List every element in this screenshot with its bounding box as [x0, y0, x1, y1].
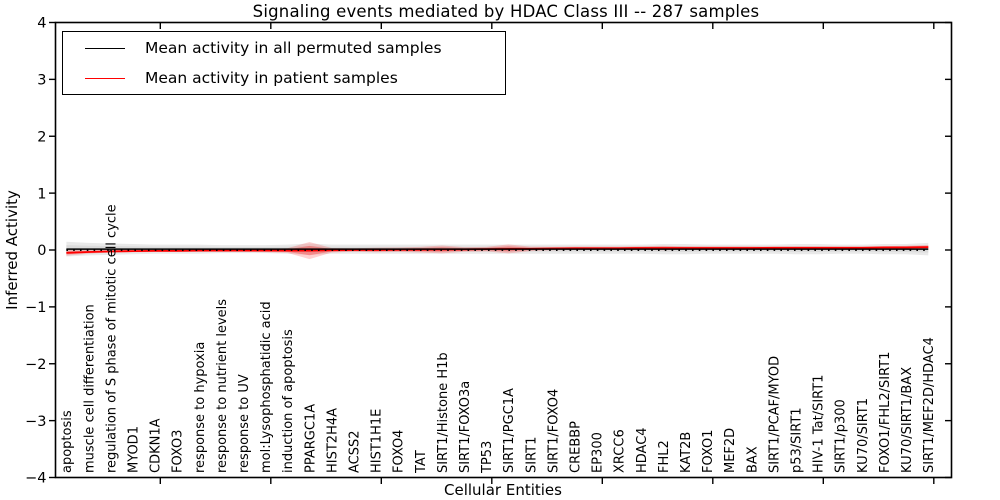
x-category-label: EP300 — [591, 432, 606, 473]
legend-label-permuted: Mean activity in all permuted samples — [145, 39, 442, 57]
x-category-label: SIRT1/PGC1A — [502, 388, 517, 473]
x-category-label: FOXO1 — [701, 430, 716, 473]
legend-line-sample-red — [85, 77, 125, 79]
x-category-label: MEF2D — [723, 428, 738, 473]
y-tick-label: −2 — [25, 357, 46, 373]
x-category-label: HDAC4 — [635, 427, 650, 473]
x-category-label: HIST1H1E — [370, 409, 385, 473]
x-category-label: SIRT1 — [524, 437, 539, 473]
x-category-label: SIRT1/p300 — [834, 399, 849, 473]
y-tick-label: −4 — [25, 471, 46, 487]
x-category-label: FHL2 — [657, 440, 672, 473]
x-category-label: response to UV — [237, 374, 252, 473]
x-category-label: p53/SIRT1 — [789, 407, 804, 473]
x-category-label: muscle cell differentiation — [82, 304, 97, 473]
x-category-label: mol:Lysophosphatidic acid — [259, 301, 274, 473]
x-category-label: SIRT1/FOXO3a — [458, 381, 473, 473]
x-category-label: KU70/SIRT1 — [856, 398, 871, 473]
x-category-label: response to nutrient levels — [215, 299, 230, 473]
y-tick-label: 2 — [37, 129, 46, 145]
legend-item-permuted: Mean activity in all permuted samples — [85, 34, 505, 62]
x-category-label: ACSS2 — [347, 430, 362, 473]
x-category-label: SIRT1/Histone H1b — [436, 352, 451, 473]
x-category-label: BAX — [745, 446, 760, 473]
x-category-label: apoptosis — [60, 410, 75, 473]
x-category-label: response to hypoxia — [193, 342, 208, 473]
x-category-label: HIV-1 Tat/SIRT1 — [812, 375, 827, 473]
y-tick-label: −1 — [25, 300, 46, 316]
legend-item-patient: Mean activity in patient samples — [85, 64, 505, 92]
x-axis-title: Cellular Entities — [444, 481, 562, 499]
y-tick-label: 4 — [37, 16, 46, 32]
x-category-label: TP53 — [480, 441, 495, 474]
x-category-label: HIST2H4A — [325, 408, 340, 473]
x-category-label: FOXO1/FHL2/SIRT1 — [878, 352, 893, 473]
x-category-label: MYOD1 — [126, 426, 141, 473]
y-tick-label: 3 — [37, 73, 46, 89]
x-category-label: SIRT1/MEF2D/HDAC4 — [922, 337, 937, 473]
x-category-label: FOXO4 — [392, 430, 407, 473]
x-category-label: KU70/SIRT1/BAX — [900, 367, 915, 473]
x-category-label: XRCC6 — [613, 429, 628, 473]
band-patient-outer — [66, 242, 929, 260]
x-category-label: CREBBP — [568, 421, 583, 473]
y-tick-label: −3 — [25, 414, 46, 430]
x-category-label: regulation of S phase of mitotic cell cy… — [104, 204, 119, 473]
x-category-label: SIRT1/FOXO4 — [546, 389, 561, 473]
y-tick-label: 0 — [37, 243, 46, 259]
x-category-label: induction of apoptosis — [281, 329, 296, 473]
y-axis-title: Inferred Activity — [3, 190, 21, 310]
x-category-label: PPARGC1A — [303, 404, 318, 473]
chart-title: Signaling events mediated by HDAC Class … — [252, 2, 760, 21]
x-category-label: CDKN1A — [149, 418, 164, 473]
x-category-label: TAT — [414, 450, 429, 474]
legend-label-patient: Mean activity in patient samples — [145, 69, 398, 87]
x-category-label: SIRT1/PCAF/MYOD — [767, 356, 782, 473]
y-tick-label: 1 — [37, 186, 46, 202]
legend: Mean activity in all permuted samples Me… — [62, 31, 506, 95]
x-category-label: FOXO3 — [171, 430, 186, 473]
x-category-label: KAT2B — [679, 432, 694, 473]
legend-line-sample-black — [85, 47, 125, 49]
